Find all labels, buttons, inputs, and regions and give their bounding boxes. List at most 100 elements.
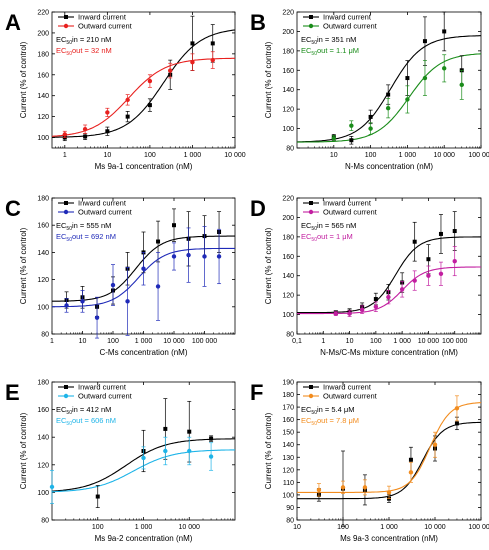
y-tick-label: 150 [282, 430, 294, 437]
y-tick-label: 100 [37, 135, 49, 142]
panel-label: A [5, 10, 21, 35]
data-point-inward [83, 134, 88, 139]
y-tick-label: 200 [282, 29, 294, 36]
ec50-annotation: EC50out = 606 nM [56, 416, 116, 427]
data-point-outward [171, 254, 177, 259]
y-tick-label: 80 [286, 332, 294, 339]
y-tick-label: 140 [37, 250, 49, 257]
data-point-inward [405, 76, 410, 81]
y-tick-label: 120 [282, 293, 294, 300]
x-tick-label: 1 000 [393, 338, 411, 345]
data-point-outward [368, 126, 373, 131]
x-tick-label: 100 000 [468, 524, 489, 531]
fit-curve-inward [296, 35, 481, 143]
data-point-outward [187, 448, 192, 454]
data-point-outward [49, 484, 55, 490]
data-point-outward [459, 82, 464, 88]
x-axis-title: C-Ms concentration (nM) [99, 348, 187, 357]
legend-marker [63, 23, 69, 29]
x-tick-label: 10 [293, 524, 301, 531]
y-tick-label: 120 [282, 467, 294, 474]
y-axis-title: Current (% of control) [264, 227, 273, 304]
y-tick-label: 120 [37, 114, 49, 121]
legend-marker [63, 393, 69, 399]
y-axis-title: Current (% of control) [19, 41, 28, 118]
data-point-outward [125, 299, 130, 304]
chart-panel-F: F 80 90 100 110 120 130 140 150 160 170 180 190 10 100… [250, 380, 489, 544]
ec50-annotation: EC50in = 210 nM [56, 35, 111, 46]
panel-label: F [250, 380, 263, 405]
ec50-annotation: EC50in = 412 nM [56, 405, 111, 416]
data-point-inward [163, 426, 168, 431]
x-axis-title: N-Ms concentration (nM) [345, 162, 433, 171]
data-point-outward [340, 485, 346, 490]
data-point-inward [349, 138, 354, 143]
data-point-outward [386, 490, 392, 495]
data-point-outward [399, 287, 405, 292]
ec50-annotation: EC50out = 1.1 μM [301, 46, 359, 57]
x-axis-title: Ms 9a-2 concentration (nM) [95, 534, 193, 543]
ec50-annotation: EC50out = 32 nM [56, 46, 112, 57]
y-tick-label: 180 [282, 392, 294, 399]
y-axis-title: Current (% of control) [19, 412, 28, 489]
data-point-outward [316, 487, 322, 493]
x-tick-label: 10 [330, 152, 338, 159]
x-tick-label: 1 000 [380, 524, 398, 531]
data-point-outward [362, 485, 368, 490]
y-tick-label: 160 [37, 223, 49, 230]
plot-frame [296, 11, 482, 149]
legend-label: Inward current [323, 199, 372, 208]
y-tick-label: 180 [282, 48, 294, 55]
legend-label: Outward current [323, 208, 378, 217]
legend-label: Inward current [78, 199, 127, 208]
data-point-outward [94, 315, 100, 320]
x-tick-label: 10 [103, 152, 111, 159]
data-point-outward [333, 311, 339, 316]
data-point-outward [385, 105, 391, 111]
x-tick-label: 10 [346, 338, 354, 345]
plot-frame [51, 11, 236, 149]
fit-curve-inward [52, 29, 236, 138]
y-tick-label: 140 [37, 435, 49, 442]
data-point-outward [412, 278, 417, 283]
data-point-outward [202, 254, 207, 259]
data-point-inward [95, 494, 100, 499]
legend-label: Outward current [323, 22, 378, 31]
panel-label: E [5, 380, 20, 405]
x-tick-label: 10 000 [163, 338, 185, 345]
x-axis-title: N-Ms/C-Ms mixture concentration (nM) [320, 348, 458, 357]
data-point-inward [368, 114, 373, 119]
x-axis-title: Ms 9a-3 concentration (nM) [340, 534, 438, 543]
y-tick-label: 180 [282, 234, 294, 241]
data-point-outward [331, 136, 336, 141]
data-point-outward [386, 294, 391, 300]
legend-label: Outward current [78, 392, 133, 401]
data-point-outward [125, 97, 130, 103]
data-point-outward [141, 455, 146, 461]
data-point-outward [186, 252, 191, 258]
x-tick-label: 100 [92, 524, 104, 531]
legend-label: Inward current [323, 383, 372, 392]
x-tick-label: 100 000 [442, 338, 467, 345]
chart-panel-C: C 80 100 120 140 160 180 1 10 100 1 000 10 000 100 0… [5, 196, 236, 357]
data-point-outward [373, 304, 379, 309]
y-tick-label: 160 [37, 72, 49, 79]
data-point-outward [168, 68, 173, 73]
data-point-inward [210, 41, 215, 46]
data-point-outward [359, 307, 365, 312]
y-tick-label: 80 [41, 518, 49, 525]
y-tick-label: 160 [37, 407, 49, 414]
data-point-inward [408, 457, 413, 462]
data-point-outward [422, 75, 428, 81]
x-tick-label: 1 000 [135, 338, 153, 345]
legend-marker [308, 209, 314, 215]
legend-marker [309, 15, 313, 19]
data-point-outward [110, 282, 116, 288]
panel-label: B [250, 10, 266, 35]
data-point-inward [412, 239, 417, 244]
y-tick-label: 170 [282, 405, 294, 412]
data-point-outward [432, 442, 438, 447]
legend-label: Inward current [323, 13, 372, 22]
data-point-outward [80, 299, 85, 304]
